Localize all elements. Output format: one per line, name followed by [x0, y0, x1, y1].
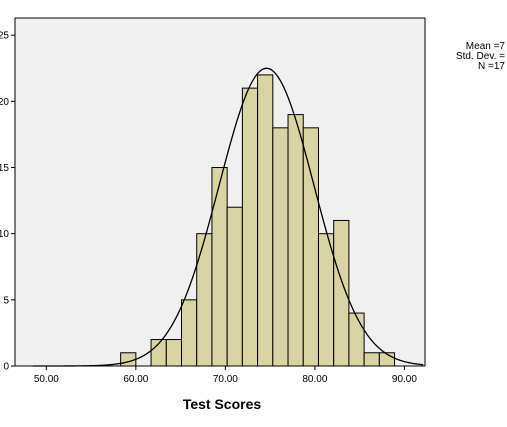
normal-curve	[32, 67, 424, 367]
histogram-bar	[348, 312, 365, 367]
histogram-bar	[181, 299, 198, 367]
y-tick-label: 15	[0, 163, 9, 174]
histogram-bar	[317, 233, 335, 367]
histogram-bar	[196, 233, 213, 367]
x-tick-label: 70.00	[213, 374, 238, 385]
y-tick-label: 25	[0, 31, 9, 42]
histogram-bar	[211, 167, 228, 367]
histogram-bar	[333, 219, 350, 367]
y-tick-label: 5	[3, 295, 9, 306]
x-tick-label: 50.00	[34, 374, 59, 385]
x-tick-label: 60.00	[123, 374, 148, 385]
histogram-bar	[165, 339, 183, 367]
histogram-bar	[302, 127, 319, 367]
histogram-bar	[287, 114, 304, 367]
legend-line: N =17	[478, 61, 505, 72]
y-axis: 0 5 10 15 20 25	[0, 31, 15, 373]
histogram-bar	[120, 352, 137, 367]
y-tick-label: 20	[0, 97, 9, 108]
histogram-bars	[120, 74, 396, 367]
x-tick-label: 90.00	[392, 374, 417, 385]
legend-line: Std. Dev. =	[456, 51, 505, 62]
x-axis: 50.00 60.00 70.00 80.00 90.00	[34, 366, 417, 385]
histogram-bar	[257, 74, 274, 367]
y-tick-label: 10	[0, 229, 9, 240]
histogram-bar	[226, 206, 243, 367]
histogram-bar	[363, 352, 380, 367]
histogram-bar	[241, 87, 259, 367]
x-axis-title: Test Scores	[183, 396, 262, 412]
histogram-bar	[272, 127, 289, 367]
legend-line: Mean =7	[466, 41, 506, 52]
y-tick-label: 0	[3, 362, 9, 373]
x-tick-label: 80.00	[302, 374, 327, 385]
